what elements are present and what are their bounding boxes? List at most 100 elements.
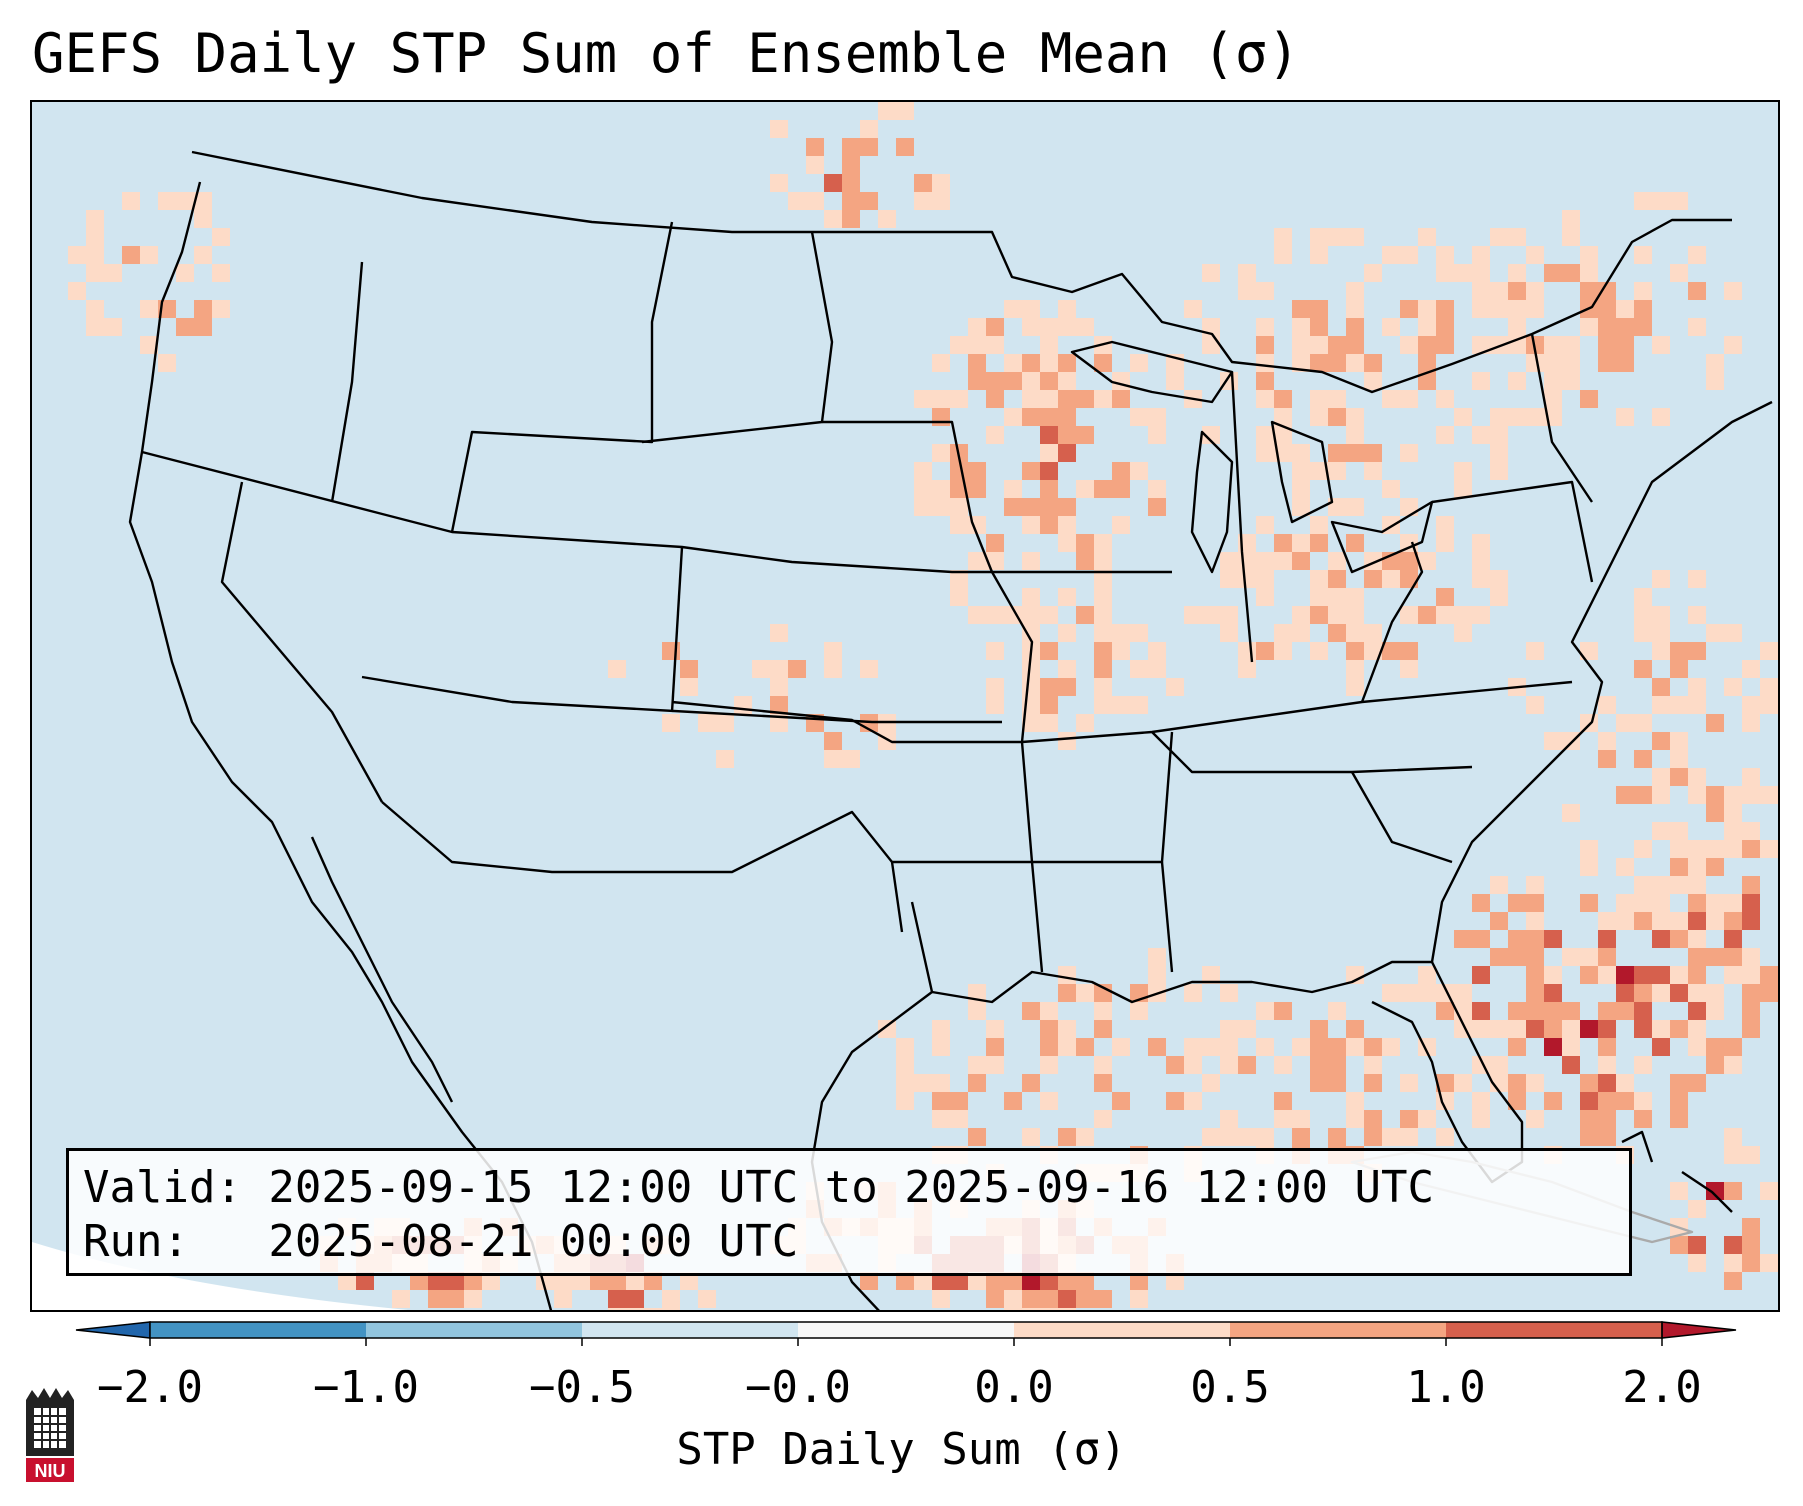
anomaly-cell <box>1004 1272 1022 1290</box>
colorbar-bin <box>150 1322 366 1338</box>
anomaly-cell <box>878 1020 896 1038</box>
anomaly-cell <box>1220 1020 1238 1038</box>
anomaly-cell <box>356 1272 374 1290</box>
anomaly-cell <box>1526 930 1544 948</box>
anomaly-cell <box>1688 1038 1706 1056</box>
colorbar-extend-high <box>1661 1321 1737 1339</box>
anomaly-cell <box>1058 660 1076 678</box>
anomaly-cell <box>1616 336 1634 354</box>
anomaly-cell <box>1418 318 1436 336</box>
anomaly-cell <box>1454 1074 1472 1092</box>
anomaly-cell <box>986 336 1004 354</box>
anomaly-cell <box>1328 588 1346 606</box>
anomaly-cell <box>1094 642 1112 660</box>
anomaly-cell <box>932 1038 950 1056</box>
anomaly-cell <box>1238 642 1256 660</box>
anomaly-cell <box>1436 606 1454 624</box>
anomaly-cell <box>1724 1146 1742 1164</box>
anomaly-cell <box>1022 462 1040 480</box>
anomaly-cell <box>1346 408 1364 426</box>
anomaly-cell <box>446 1272 464 1290</box>
anomaly-cell <box>986 1038 1004 1056</box>
anomaly-cell <box>1526 696 1544 714</box>
anomaly-cell <box>1220 1128 1238 1146</box>
anomaly-cell <box>824 732 842 750</box>
anomaly-cell <box>1166 678 1184 696</box>
anomaly-cell <box>1580 858 1598 876</box>
coast-gulf-us <box>931 960 1432 1004</box>
anomaly-cell <box>1706 840 1724 858</box>
anomaly-cell <box>1634 606 1652 624</box>
anomaly-cell <box>1058 1272 1076 1290</box>
anomaly-cell <box>1436 300 1454 318</box>
colorbar-bin <box>1446 1322 1662 1338</box>
anomaly-cell <box>1094 534 1112 552</box>
anomaly-cell <box>1634 588 1652 606</box>
anomaly-cell <box>1580 894 1598 912</box>
anomaly-cell <box>1040 696 1058 714</box>
anomaly-cell <box>1292 444 1310 462</box>
anomaly-cell <box>1634 984 1652 1002</box>
anomaly-cell <box>1040 1308 1058 1310</box>
anomaly-cell <box>1004 1290 1022 1308</box>
anomaly-cell <box>1526 642 1544 660</box>
anomaly-cell <box>1274 624 1292 642</box>
colorbar-bin <box>1230 1322 1446 1338</box>
anomaly-cell <box>914 462 932 480</box>
anomaly-cell <box>1490 570 1508 588</box>
anomaly-cell <box>1076 552 1094 570</box>
anomaly-cell <box>1670 1092 1688 1110</box>
anomaly-cell <box>1688 1236 1706 1254</box>
anomaly-cell <box>1202 264 1220 282</box>
anomaly-cell <box>1760 984 1778 1002</box>
anomaly-cell <box>176 192 194 210</box>
anomaly-cell <box>986 390 1004 408</box>
anomaly-cell <box>932 1272 950 1290</box>
anomaly-cell <box>428 1290 446 1308</box>
anomaly-cell <box>1346 228 1364 246</box>
anomaly-cell <box>1130 354 1148 372</box>
anomaly-cell <box>1238 552 1256 570</box>
anomaly-cell <box>1076 1128 1094 1146</box>
anomaly-cell <box>1688 768 1706 786</box>
anomaly-cell <box>1526 1002 1544 1020</box>
anomaly-cell <box>1328 390 1346 408</box>
anomaly-cell <box>1688 1254 1706 1272</box>
border-new-england <box>1530 333 1593 503</box>
anomaly-cell <box>1022 498 1040 516</box>
anomaly-cell <box>1562 354 1580 372</box>
anomaly-cell <box>1706 354 1724 372</box>
border-dakotas <box>641 231 834 444</box>
anomaly-cell <box>1112 696 1130 714</box>
anomaly-cell <box>1274 408 1292 426</box>
colorbar-bin <box>582 1322 798 1338</box>
anomaly-cell <box>1094 480 1112 498</box>
anomaly-cell <box>1148 966 1166 984</box>
border-mo-il <box>990 571 1034 863</box>
anomaly-cell <box>1364 1110 1382 1128</box>
anomaly-cell <box>1364 1074 1382 1092</box>
anomaly-cell <box>1742 768 1760 786</box>
anomaly-cell <box>950 336 968 354</box>
anomaly-cell <box>1508 282 1526 300</box>
anomaly-cell <box>986 1020 1004 1038</box>
anomaly-cell <box>1418 336 1436 354</box>
anomaly-cell <box>1670 912 1688 930</box>
anomaly-cell <box>1292 1110 1310 1128</box>
colorbar-tick-label: −1.0 <box>313 1362 419 1413</box>
anomaly-cell <box>1382 246 1400 264</box>
anomaly-cell <box>1580 714 1598 732</box>
anomaly-cell <box>1742 912 1760 930</box>
colorbar-tick-label: 0.0 <box>974 1362 1054 1413</box>
anomaly-cell <box>824 642 842 660</box>
anomaly-cell <box>1400 246 1418 264</box>
anomaly-cell <box>1238 570 1256 588</box>
anomaly-cell <box>1562 732 1580 750</box>
anomaly-cell <box>1346 498 1364 516</box>
anomaly-cell <box>1238 1128 1256 1146</box>
anomaly-cell <box>968 318 986 336</box>
anomaly-cell <box>1184 1092 1202 1110</box>
anomaly-cell <box>1058 300 1076 318</box>
off-domain-area <box>32 1242 409 1310</box>
anomaly-cell <box>1274 228 1292 246</box>
